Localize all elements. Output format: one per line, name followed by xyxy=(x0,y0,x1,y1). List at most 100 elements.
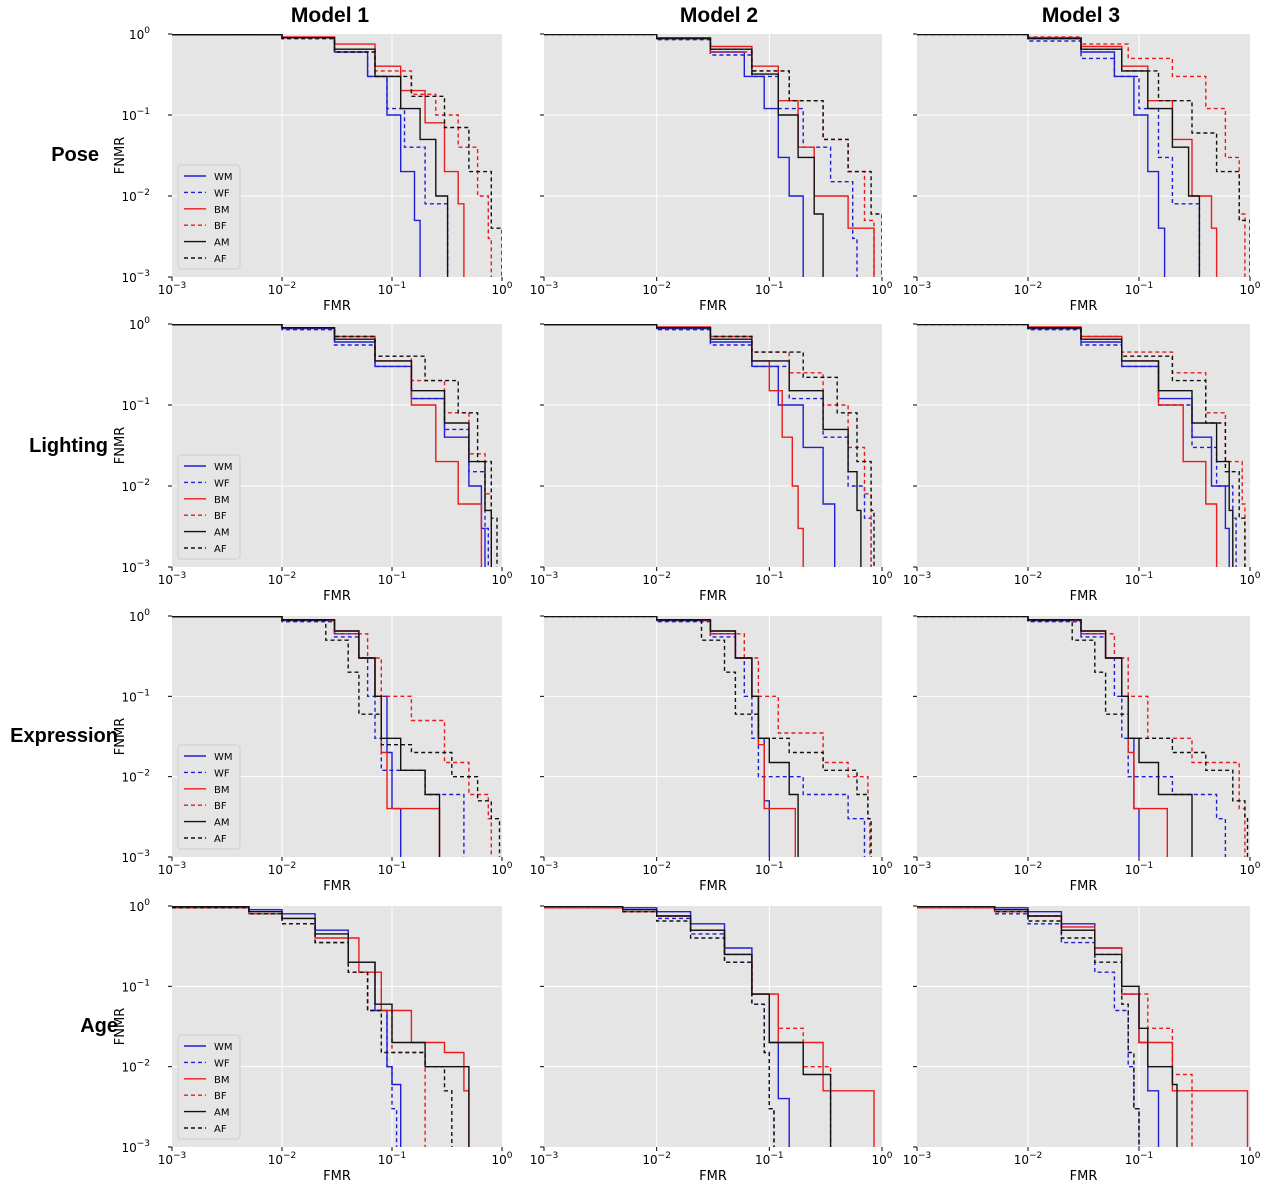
series-line-am xyxy=(544,324,862,567)
x-axis-label: FMR xyxy=(323,299,351,314)
series-line-af xyxy=(172,907,453,1147)
series-line-bf xyxy=(544,324,872,567)
y-axis-label: FNMR xyxy=(113,718,128,755)
series-line-af xyxy=(544,324,875,567)
y-tick-label: 10−1 xyxy=(121,397,150,413)
legend-label-bm: BM xyxy=(214,205,230,216)
y-tick-label: 100 xyxy=(129,608,150,624)
x-tick-label: 100 xyxy=(871,1151,892,1167)
x-tick-label: 10−2 xyxy=(268,1151,297,1167)
legend-box xyxy=(177,744,241,850)
series-line-bm xyxy=(917,907,1249,1147)
legend: WM WF BM BF AM AF xyxy=(177,454,241,560)
x-tick-label: 10−1 xyxy=(1125,281,1154,297)
x-tick-label: 10−3 xyxy=(903,571,932,587)
x-axis-label: FMR xyxy=(699,589,727,604)
x-tick-label: 10−2 xyxy=(268,571,297,587)
x-tick-label: 100 xyxy=(1239,861,1260,877)
x-tick-label: 10−3 xyxy=(530,861,559,877)
column-title-model-3: Model 3 xyxy=(1042,4,1120,27)
legend-label-wf: WF xyxy=(214,1058,230,1069)
panel-background xyxy=(544,906,882,1147)
row-title-age: Age xyxy=(80,1015,118,1037)
legend-label-am: AM xyxy=(214,1108,229,1119)
y-tick-label: 10−1 xyxy=(121,107,150,123)
column-title-model-2: Model 2 xyxy=(680,4,758,27)
x-tick-label: 10−3 xyxy=(158,1151,187,1167)
x-tick-label: 10−2 xyxy=(268,861,297,877)
x-tick-label: 10−1 xyxy=(755,571,784,587)
y-tick-label: 100 xyxy=(129,898,150,914)
y-tick-label: 100 xyxy=(129,316,150,332)
column-title-model-1: Model 1 xyxy=(291,4,369,27)
legend-label-af: AF xyxy=(214,834,227,845)
legend-label-bm: BM xyxy=(214,1075,230,1086)
y-axis-label: FNMR xyxy=(113,137,128,174)
series-line-bf xyxy=(172,34,492,277)
row-title-expression: Expression xyxy=(10,725,118,747)
x-tick-label: 10−3 xyxy=(530,281,559,297)
series-line-am xyxy=(917,906,1178,1147)
x-tick-label: 100 xyxy=(491,281,512,297)
panel-background xyxy=(917,324,1250,567)
series-line-af xyxy=(172,324,498,567)
x-tick-label: 100 xyxy=(871,861,892,877)
x-tick-label: 10−1 xyxy=(378,861,407,877)
panel-background xyxy=(917,34,1250,277)
series-line-am xyxy=(544,616,799,857)
x-tick-label: 10−2 xyxy=(1014,1151,1043,1167)
panel-lighting-model-3: 10−3 10−2 10−1 100 FMR xyxy=(903,323,1261,604)
series-line-wf xyxy=(917,34,1201,277)
y-tick-label: 10−3 xyxy=(121,269,150,285)
x-tick-label: 100 xyxy=(871,571,892,587)
x-tick-label: 10−2 xyxy=(1014,571,1043,587)
x-tick-label: 10−3 xyxy=(158,861,187,877)
panel-lighting-model-2: 10−3 10−2 10−1 100 FMR xyxy=(530,323,893,604)
panel-lighting-model-1: 10−3 10−2 10−1 10010−310−210−1100FMRFNMRWMW… xyxy=(113,316,513,604)
x-tick-label: 10−1 xyxy=(755,861,784,877)
y-tick-label: 10−2 xyxy=(121,1059,150,1075)
x-axis-label: FMR xyxy=(1070,299,1098,314)
series-line-am xyxy=(544,906,832,1147)
y-tick-label: 100 xyxy=(129,26,150,42)
x-tick-label: 10−3 xyxy=(903,861,932,877)
panel-background xyxy=(917,906,1250,1147)
legend-label-wm: WM xyxy=(214,172,233,183)
legend-label-wf: WF xyxy=(214,478,230,489)
x-tick-label: 10−3 xyxy=(530,1151,559,1167)
series-line-am xyxy=(172,906,470,1147)
x-axis-label: FMR xyxy=(323,1169,351,1184)
x-tick-label: 10−1 xyxy=(1125,571,1154,587)
panel-pose-model-2: 10−3 10−2 10−1 100 FMR xyxy=(530,33,893,314)
panel-expression-model-2: 10−3 10−2 10−1 100 FMR xyxy=(530,615,893,894)
x-tick-label: 10−1 xyxy=(1125,1151,1154,1167)
series-line-wf xyxy=(917,907,1140,1147)
y-tick-label: 10−1 xyxy=(121,688,150,704)
x-tick-label: 10−1 xyxy=(378,1151,407,1167)
series-line-bf xyxy=(172,616,492,857)
series-line-am xyxy=(917,324,1234,567)
x-tick-label: 10−3 xyxy=(530,571,559,587)
series-line-wm xyxy=(544,324,836,567)
legend-label-wm: WM xyxy=(214,1042,233,1053)
panel-age-model-1: 10−3 10−2 10−1 10010−310−210−1100FMRFNMRWMW… xyxy=(113,898,513,1184)
x-tick-label: 10−3 xyxy=(903,1151,932,1167)
x-tick-label: 10−1 xyxy=(755,1151,784,1167)
x-tick-label: 100 xyxy=(1239,1151,1260,1167)
y-tick-label: 10−2 xyxy=(121,769,150,785)
legend-label-bm: BM xyxy=(214,495,230,506)
x-axis-label: FMR xyxy=(699,1169,727,1184)
panel-expression-model-1: 10−3 10−2 10−1 10010−310−210−1100FMRFNMRWMW… xyxy=(113,608,513,894)
series-line-af xyxy=(544,616,872,857)
y-tick-label: 10−2 xyxy=(121,478,150,494)
y-tick-label: 10−1 xyxy=(121,978,150,994)
x-axis-label: FMR xyxy=(1070,879,1098,894)
series-line-am xyxy=(172,616,441,857)
x-tick-label: 10−1 xyxy=(378,281,407,297)
x-tick-label: 10−1 xyxy=(755,281,784,297)
x-tick-label: 10−3 xyxy=(158,281,187,297)
legend-label-af: AF xyxy=(214,254,227,265)
legend-label-bf: BF xyxy=(214,801,227,812)
legend-label-bm: BM xyxy=(214,785,230,796)
x-tick-label: 100 xyxy=(1239,281,1260,297)
